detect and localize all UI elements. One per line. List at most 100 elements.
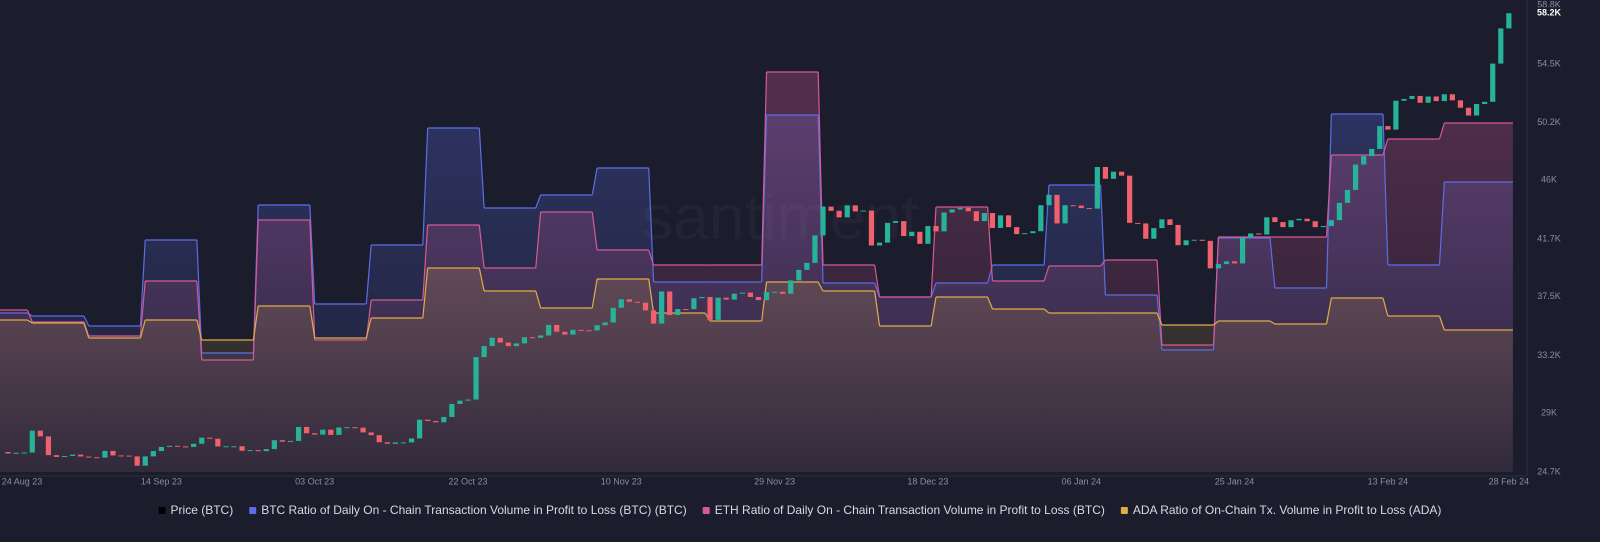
area-connector xyxy=(761,282,767,472)
candle-body xyxy=(1143,223,1149,239)
area-connector xyxy=(1326,298,1332,472)
step-connector xyxy=(196,319,203,341)
step-connector xyxy=(1438,181,1445,266)
candle-body xyxy=(1014,227,1020,235)
candle-body xyxy=(13,452,19,454)
area-connector xyxy=(535,291,541,472)
candle-body xyxy=(102,450,108,458)
y-tick-label: 41.7K xyxy=(1537,234,1561,244)
step-connector xyxy=(1043,265,1050,282)
candle-body xyxy=(207,437,213,439)
candle-body xyxy=(1159,219,1165,229)
candle-body xyxy=(344,427,350,429)
y-tick-label: 24.7K xyxy=(1537,466,1561,476)
candle-body xyxy=(618,299,624,308)
candle-body xyxy=(1175,224,1181,246)
candle-body xyxy=(1005,215,1012,228)
candle-body xyxy=(1482,101,1488,105)
area-segment xyxy=(653,313,706,472)
candle-body xyxy=(505,342,511,347)
candle-body xyxy=(191,443,197,447)
step-connector xyxy=(1156,259,1163,346)
candle-body xyxy=(884,222,891,243)
candle-body xyxy=(820,206,826,236)
area-segment xyxy=(371,318,423,472)
area-connector xyxy=(987,297,993,472)
candle-body xyxy=(804,262,810,270)
candle-body xyxy=(37,430,43,437)
step-connector xyxy=(139,319,146,339)
area-segment xyxy=(766,282,819,472)
step-connector xyxy=(535,211,542,269)
step-connector xyxy=(1325,154,1332,238)
candle-body xyxy=(796,269,802,281)
area-connector xyxy=(1157,313,1162,472)
candle-body xyxy=(1183,240,1189,246)
candle-body xyxy=(538,335,544,338)
candle-body xyxy=(271,440,277,450)
candle-body xyxy=(876,242,883,246)
area-segment xyxy=(427,268,480,472)
step-connector xyxy=(535,290,542,309)
candle-body xyxy=(828,206,834,211)
candle-body xyxy=(384,442,390,444)
candle-body xyxy=(1086,208,1092,210)
area-segment xyxy=(597,279,649,472)
legend-swatch xyxy=(702,507,710,514)
legend: Price (BTC) BTC Ratio of Daily On - Chain… xyxy=(158,503,1441,517)
candle-body xyxy=(554,324,560,332)
step-connector xyxy=(761,281,768,322)
area-segment xyxy=(1105,313,1158,472)
candle-body xyxy=(901,221,907,237)
step-connector xyxy=(930,282,937,298)
candle-body xyxy=(715,297,721,320)
step-connector xyxy=(874,264,881,298)
candle-body xyxy=(279,440,286,442)
candle-body xyxy=(5,452,11,454)
step-connector xyxy=(478,224,485,269)
candle-body xyxy=(1070,205,1076,207)
candle-body xyxy=(118,455,124,457)
candle-body xyxy=(1425,96,1431,103)
candle-body xyxy=(1449,94,1455,101)
candle-body xyxy=(1110,171,1117,179)
y-tick-label: 58.8K xyxy=(1537,0,1561,9)
candle-body xyxy=(1377,126,1383,149)
candle-body xyxy=(626,299,632,302)
step-connector xyxy=(761,71,768,266)
area-connector xyxy=(479,268,485,472)
area-segment xyxy=(1274,324,1327,472)
candle-body xyxy=(981,213,987,222)
candle-body xyxy=(1498,28,1504,64)
candle-body xyxy=(86,456,92,458)
candle-body xyxy=(21,452,27,454)
candle-body xyxy=(53,455,60,457)
candle-body xyxy=(29,430,35,453)
last-price-label: 58.2K xyxy=(1537,8,1562,18)
x-tick-label: 29 Nov 23 xyxy=(754,476,795,486)
candle-body xyxy=(481,346,487,358)
candle-body xyxy=(1118,171,1125,176)
candle-body xyxy=(772,291,778,293)
candle-body xyxy=(1248,233,1254,238)
step-connector xyxy=(26,309,33,323)
legend-label: ETH Ratio of Daily On - Chain Transactio… xyxy=(715,503,1105,517)
candle-body xyxy=(1312,221,1318,228)
step-connector xyxy=(196,280,203,361)
step-connector xyxy=(422,224,429,301)
step-connector xyxy=(1043,308,1050,314)
candle-body xyxy=(1490,63,1496,102)
step-connector xyxy=(365,317,372,339)
candle-body xyxy=(941,212,947,232)
candle-body xyxy=(546,324,552,336)
candle-body xyxy=(61,455,68,457)
candle-body xyxy=(973,211,979,222)
y-tick-label: 46K xyxy=(1541,175,1557,185)
step-connector xyxy=(591,167,598,196)
candle-body xyxy=(578,329,584,331)
step-connector xyxy=(83,322,90,339)
x-tick-label: 10 Nov 23 xyxy=(601,476,642,486)
candle-body xyxy=(1369,148,1375,157)
area-connector xyxy=(592,279,598,472)
